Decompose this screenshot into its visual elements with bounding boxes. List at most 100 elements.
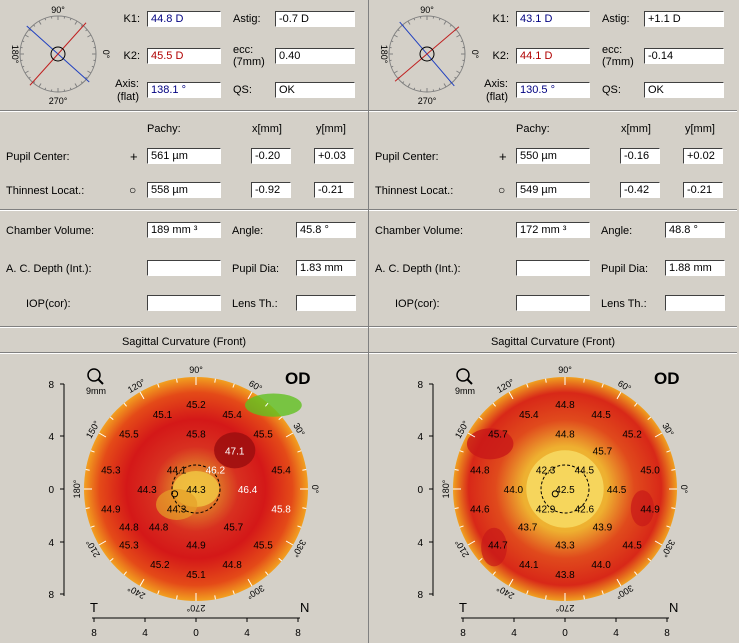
compass-label-left: 180° bbox=[379, 45, 389, 64]
astig-label: Astig: bbox=[602, 13, 630, 25]
curvature-value: 44.8 bbox=[555, 430, 575, 441]
keratometry-section: 90° 270° 180° 0° K1: 44.8 D K2: 45.5 D A… bbox=[0, 0, 368, 111]
curvature-region bbox=[214, 432, 256, 469]
degree-tick bbox=[666, 450, 671, 453]
pupil-x-value: -0.20 bbox=[251, 148, 291, 164]
compass-tick bbox=[91, 65, 94, 68]
curvature-value: 45.3 bbox=[119, 540, 139, 551]
degree-tick bbox=[647, 416, 652, 420]
nasal-label: N bbox=[300, 600, 309, 615]
ecc-sub-label: (7mm) bbox=[602, 56, 634, 68]
nasal-label: N bbox=[669, 600, 678, 615]
x-mm-header: x[mm] bbox=[252, 123, 282, 135]
curvature-value: 45.1 bbox=[153, 410, 173, 421]
compass-tick bbox=[407, 20, 411, 25]
curvature-value-labels: 45.2 45.1 45.4 45.5 45.8 45.5 47.1 45.3 44.1 46.2… bbox=[101, 400, 291, 581]
curvature-value: 43.3 bbox=[555, 540, 575, 551]
compass-tick bbox=[24, 34, 29, 38]
curvature-value-labels: 44.8 45.4 44.5 45.7 44.8 45.2 45.7 44.8 42.3 44.5… bbox=[470, 400, 660, 581]
curvature-value: 45.5 bbox=[253, 430, 273, 441]
curvature-value: 44.1 bbox=[519, 560, 539, 571]
curvature-color-regions bbox=[156, 393, 302, 520]
curvature-value: 42.3 bbox=[536, 466, 556, 477]
curvature-value: 44.3 bbox=[186, 485, 206, 496]
y-mm-header: y[mm] bbox=[316, 123, 346, 135]
degree-tick bbox=[139, 578, 145, 587]
y-tick-label: 8 bbox=[417, 590, 423, 601]
x-tick-label: 0 bbox=[193, 628, 199, 639]
keratometry-section: 90° 270° 180° 0° K1: 43.1 D K2: 44.1 D A… bbox=[369, 0, 737, 111]
compass-tick bbox=[28, 29, 31, 32]
degree-tick bbox=[297, 525, 302, 528]
axis-label: Axis: bbox=[115, 78, 139, 90]
degree-tick bbox=[265, 402, 269, 407]
thinnest-location-marker bbox=[171, 490, 179, 498]
compass-tick bbox=[393, 70, 398, 74]
chamber-section: Chamber Volume: 172 mm ³ Angle: 48.8 ° A… bbox=[369, 210, 737, 327]
compass-tick bbox=[449, 24, 452, 27]
x-tick-label: 4 bbox=[244, 628, 250, 639]
degree-tick bbox=[634, 402, 638, 407]
zoom-icon[interactable] bbox=[456, 368, 473, 385]
curvature-value: 44.9 bbox=[640, 504, 660, 515]
curvature-region bbox=[630, 490, 655, 527]
degree-tick bbox=[478, 416, 483, 420]
thinnest-marker: ○ bbox=[129, 183, 137, 197]
compass-tick bbox=[22, 65, 25, 68]
degree-tick bbox=[616, 578, 622, 587]
degree-tick bbox=[90, 525, 95, 528]
compass-tick bbox=[85, 76, 88, 79]
degree-label: 270° bbox=[186, 603, 205, 613]
axis-flat-label: (flat) bbox=[117, 91, 139, 103]
degree-tick bbox=[545, 378, 547, 383]
y-tick-label: 4 bbox=[417, 432, 423, 443]
degree-tick bbox=[654, 432, 663, 438]
compass-tick bbox=[38, 83, 42, 88]
degree-tick bbox=[302, 507, 307, 509]
ac-depth-value bbox=[147, 260, 221, 276]
degree-label: 0° bbox=[679, 485, 689, 494]
angle-label: Angle: bbox=[232, 225, 264, 237]
degree-label: 0° bbox=[310, 485, 320, 494]
degree-tick bbox=[176, 595, 178, 600]
degree-tick bbox=[214, 378, 216, 383]
compass-tick bbox=[438, 87, 441, 90]
curvature-value: 45.4 bbox=[519, 410, 539, 421]
y-tick-label: 4 bbox=[48, 538, 54, 549]
degree-tick bbox=[616, 391, 622, 400]
degree-tick bbox=[109, 416, 114, 420]
curvature-value: 44.5 bbox=[607, 485, 627, 496]
astig-label: Astig: bbox=[233, 13, 261, 25]
zoom-icon[interactable] bbox=[87, 368, 104, 385]
thinnest-x-value: -0.42 bbox=[620, 182, 660, 198]
degree-tick bbox=[232, 590, 235, 595]
map-degree-labels: 90°60°30°0°330°300°270°240°210°180°150°1… bbox=[441, 365, 689, 613]
degree-tick bbox=[508, 578, 514, 587]
pupil-center-label: Pupil Center: bbox=[6, 151, 70, 163]
thinnest-marker: ○ bbox=[498, 183, 506, 197]
compass-tick bbox=[85, 29, 88, 32]
curvature-value: 45.8 bbox=[186, 430, 206, 441]
curvature-value: 44.9 bbox=[101, 504, 121, 515]
degree-tick bbox=[467, 432, 476, 438]
y-tick-label: 8 bbox=[48, 380, 54, 391]
degree-tick bbox=[109, 558, 114, 562]
panel-divider bbox=[368, 0, 369, 643]
degree-tick bbox=[671, 507, 676, 509]
degree-tick bbox=[492, 402, 496, 407]
compass-tick bbox=[69, 87, 72, 90]
degree-tick bbox=[98, 432, 107, 438]
curvature-value: 44.5 bbox=[591, 410, 611, 421]
degree-tick bbox=[232, 383, 235, 388]
axis-compass: 90° 270° 180° 0° bbox=[379, 5, 479, 106]
ac-depth-label: A. C. Depth (Int.): bbox=[6, 263, 92, 275]
degree-tick bbox=[666, 525, 671, 528]
compass-tick bbox=[413, 87, 416, 90]
curvature-value: 44.5 bbox=[622, 540, 642, 551]
degree-tick bbox=[459, 450, 464, 453]
x-tick-label: 8 bbox=[460, 628, 466, 639]
axis-compass: 90° 270° 180° 0° bbox=[10, 5, 110, 106]
map-title: Sagittal Curvature (Front) bbox=[121, 336, 247, 348]
x-tick-label: 0 bbox=[562, 628, 568, 639]
